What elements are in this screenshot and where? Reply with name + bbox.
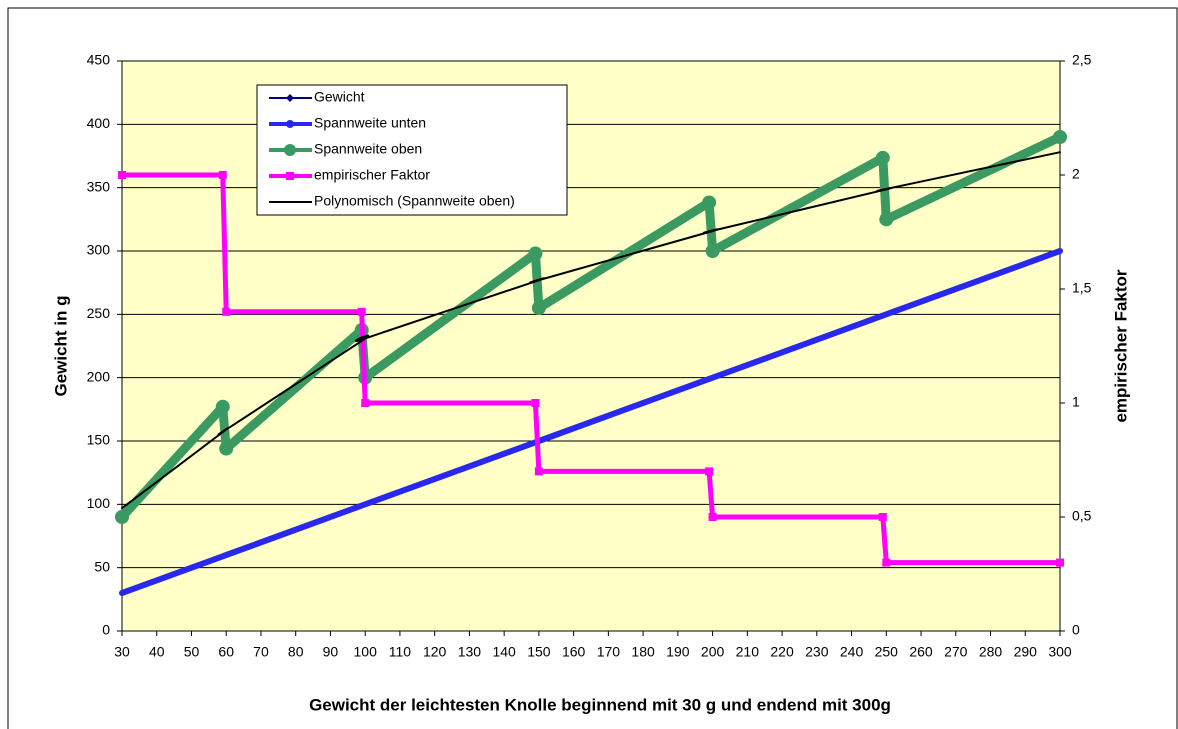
x-tick-label: 250 (875, 644, 899, 660)
legend-marker (284, 144, 296, 156)
y2-tick-label: 1,5 (1072, 280, 1092, 296)
y2-tick-label: 0,5 (1072, 508, 1092, 524)
x-tick-label: 120 (423, 644, 447, 660)
x-tick-label: 100 (354, 644, 378, 660)
data-point (705, 244, 720, 258)
data-point (218, 171, 227, 179)
legend-label: Polynomisch (Spannweite oben) (314, 193, 515, 209)
data-point (361, 399, 370, 407)
data-point (528, 246, 543, 261)
data-point (1053, 130, 1067, 144)
x-tick-label: 50 (184, 644, 200, 660)
series-line (121, 151, 1061, 510)
y-tick-label: 150 (87, 432, 111, 448)
data-point (879, 212, 894, 227)
x-tick-label: 70 (253, 644, 269, 660)
y2-tick-label: 1 (1072, 394, 1080, 410)
x-tick-label: 160 (562, 644, 586, 660)
x-tick-label: 180 (631, 644, 655, 660)
x-tick-label: 210 (736, 644, 760, 660)
y2-tick-label: 2,5 (1072, 52, 1092, 68)
x-tick-label: 170 (597, 644, 621, 660)
y-tick-label: 50 (94, 558, 110, 574)
x-tick-label: 90 (323, 644, 339, 660)
data-point (357, 307, 366, 316)
legend-label: Gewicht (314, 89, 365, 105)
x-tick-label: 60 (218, 644, 234, 660)
data-point (534, 467, 543, 476)
x-axis-label: Gewicht der leichtesten Knolle beginnend… (309, 695, 891, 714)
data-point (708, 513, 717, 521)
y-tick-label: 200 (87, 368, 111, 384)
data-point (878, 513, 887, 521)
data-point (215, 399, 230, 414)
x-tick-label: 190 (666, 644, 690, 660)
y-axis-label: Gewicht in g (51, 295, 70, 396)
y-tick-label: 300 (87, 242, 111, 258)
x-tick-label: 290 (1014, 644, 1038, 660)
data-point (115, 510, 129, 524)
data-point (1056, 558, 1064, 567)
data-point (118, 171, 126, 179)
legend-marker (286, 172, 294, 180)
y-tick-label: 100 (87, 495, 111, 511)
legend-label: Spannweite oben (314, 141, 422, 157)
data-point (702, 195, 717, 210)
x-tick-label: 80 (288, 644, 304, 660)
x-tick-label: 130 (458, 644, 482, 660)
y2-tick-label: 0 (1072, 622, 1080, 638)
y-tick-label: 250 (87, 305, 111, 321)
x-tick-label: 270 (944, 644, 968, 660)
x-tick-label: 240 (840, 644, 864, 660)
y-tick-label: 400 (87, 115, 111, 131)
legend-label: empirischer Faktor (314, 167, 430, 183)
data-point (531, 399, 540, 407)
y2-tick-label: 2 (1072, 166, 1080, 182)
data-point (705, 467, 714, 476)
x-tick-label: 280 (979, 644, 1003, 660)
data-point (222, 307, 231, 316)
x-tick-label: 150 (527, 644, 551, 660)
data-point (882, 558, 891, 567)
y-tick-label: 0 (102, 622, 110, 638)
legend-label: Spannweite unten (314, 115, 426, 131)
x-tick-label: 200 (701, 644, 725, 660)
x-tick-label: 40 (149, 644, 165, 660)
x-tick-label: 30 (114, 644, 130, 660)
legend-marker (286, 94, 294, 102)
legend-marker (286, 120, 294, 128)
x-tick-label: 300 (1048, 644, 1072, 660)
x-tick-label: 140 (492, 644, 516, 660)
x-tick-label: 260 (909, 644, 933, 660)
y2-axis-label: empirischer Faktor (1111, 269, 1130, 422)
data-point (875, 150, 890, 165)
x-tick-label: 230 (805, 644, 829, 660)
data-point (531, 301, 546, 315)
data-point (219, 441, 234, 456)
y-tick-label: 350 (87, 178, 111, 194)
x-tick-label: 110 (389, 644, 412, 660)
x-tick-label: 220 (770, 644, 794, 660)
series-line (119, 172, 1063, 566)
y-tick-label: 450 (87, 52, 111, 68)
